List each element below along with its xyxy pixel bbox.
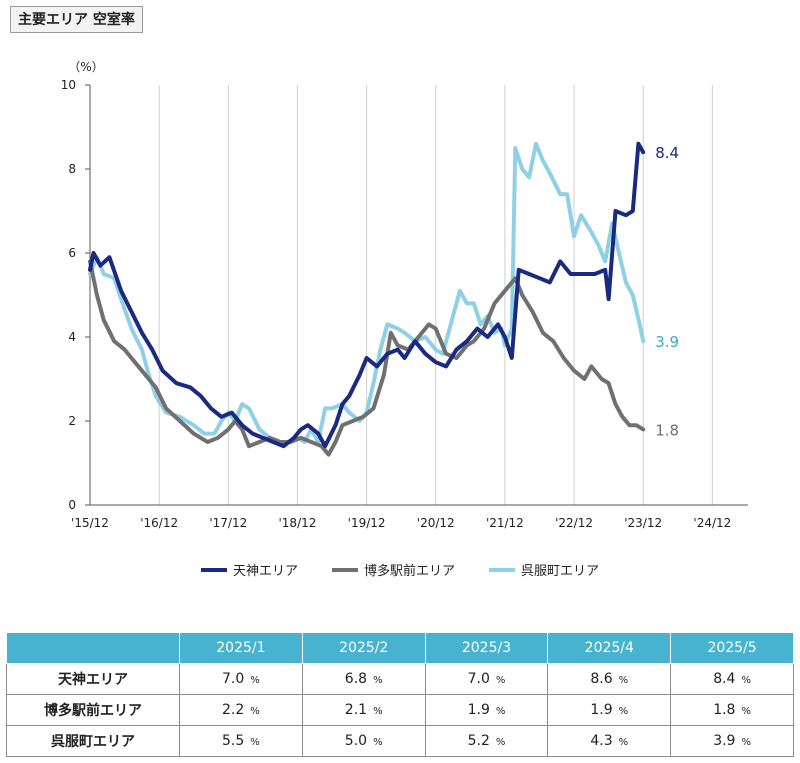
y-tick-label: 10 bbox=[61, 78, 76, 92]
x-tick-label: '21/12 bbox=[486, 516, 524, 530]
table-column-header: 2025/1 bbox=[179, 632, 303, 664]
monthly-vacancy-table: 2025/1 2025/2 2025/3 2025/4 2025/5 天神エリア… bbox=[6, 632, 794, 757]
table-row: 天神エリア 7.0% 6.8% 7.0% 8.6% 8.4% bbox=[6, 663, 794, 695]
table-cell: 6.8% bbox=[301, 663, 426, 695]
legend-item-tenjin: 天神エリア bbox=[200, 560, 298, 579]
table-corner-cell bbox=[6, 632, 180, 664]
table-column-header: 2025/3 bbox=[424, 632, 549, 664]
x-tick-label: '15/12 bbox=[71, 516, 109, 530]
series-line bbox=[88, 141, 646, 449]
x-tick-label: '20/12 bbox=[417, 516, 455, 530]
table-row-label: 天神エリア bbox=[6, 663, 180, 695]
x-tick-label: '23/12 bbox=[624, 516, 662, 530]
table-cell: 2.2% bbox=[179, 694, 303, 726]
x-tick-label: '19/12 bbox=[348, 516, 386, 530]
series-line bbox=[88, 141, 646, 444]
y-tick-label: 6 bbox=[68, 246, 76, 260]
table-cell: 2.1% bbox=[301, 694, 426, 726]
legend-swatch bbox=[331, 567, 358, 572]
legend-label: 博多駅前エリア bbox=[363, 564, 455, 579]
x-tick-label: '18/12 bbox=[279, 516, 317, 530]
series-end-label: 8.4 bbox=[655, 144, 679, 162]
legend-label: 呉服町エリア bbox=[521, 564, 600, 579]
series-end-label: 1.8 bbox=[655, 421, 679, 439]
y-tick-label: 8 bbox=[68, 162, 76, 176]
table-cell: 4.3% bbox=[547, 725, 672, 757]
table-cell: 5.5% bbox=[179, 725, 303, 757]
x-tick-label: '17/12 bbox=[209, 516, 247, 530]
table-row: 博多駅前エリア 2.2% 2.1% 1.9% 1.9% 1.8% bbox=[6, 694, 794, 726]
chart-title: 主要エリア 空室率 bbox=[10, 6, 143, 33]
table-header-row: 2025/1 2025/2 2025/3 2025/4 2025/5 bbox=[6, 632, 794, 664]
table-cell: 5.2% bbox=[424, 725, 549, 757]
y-tick-label: 4 bbox=[68, 330, 76, 344]
vacancy-rate-line-chart: '15/12 '16/12 '17/12 '18/12 '19/12 '20/12 '21/… bbox=[61, 60, 748, 530]
y-tick-label: 0 bbox=[68, 498, 76, 512]
table-row: 呉服町エリア 5.5% 5.0% 5.2% 4.3% 3.9% bbox=[6, 725, 794, 757]
table-column-header: 2025/4 bbox=[547, 632, 672, 664]
table-cell: 8.4% bbox=[670, 663, 794, 695]
table-cell: 3.9% bbox=[670, 725, 794, 757]
legend-swatch bbox=[200, 567, 227, 572]
table-cell: 8.6% bbox=[547, 663, 672, 695]
series-line bbox=[88, 259, 646, 457]
x-tick-label: '16/12 bbox=[140, 516, 178, 530]
series-end-label: 3.9 bbox=[655, 333, 679, 351]
legend-item-hakata: 博多駅前エリア bbox=[331, 560, 455, 579]
table-column-header: 2025/5 bbox=[670, 632, 794, 664]
table-row-label: 呉服町エリア bbox=[6, 725, 180, 757]
chart-legend: 天神エリア 博多駅前エリア 呉服町エリア bbox=[0, 560, 800, 579]
table-cell: 1.8% bbox=[670, 694, 794, 726]
table-cell: 5.0% bbox=[301, 725, 426, 757]
y-tick-label: 2 bbox=[68, 414, 76, 428]
table-row-label: 博多駅前エリア bbox=[6, 694, 180, 726]
table-cell: 1.9% bbox=[424, 694, 549, 726]
table-column-header: 2025/2 bbox=[301, 632, 426, 664]
y-unit-label: （%） bbox=[68, 60, 103, 74]
legend-item-gofukumachi: 呉服町エリア bbox=[489, 560, 599, 579]
x-tick-label: '24/12 bbox=[693, 516, 731, 530]
table-cell: 7.0% bbox=[424, 663, 549, 695]
x-tick-label: '22/12 bbox=[555, 516, 593, 530]
legend-label: 天神エリア bbox=[232, 564, 298, 579]
table-cell: 1.9% bbox=[547, 694, 672, 726]
legend-swatch bbox=[489, 567, 515, 572]
table-cell: 7.0% bbox=[179, 663, 303, 695]
